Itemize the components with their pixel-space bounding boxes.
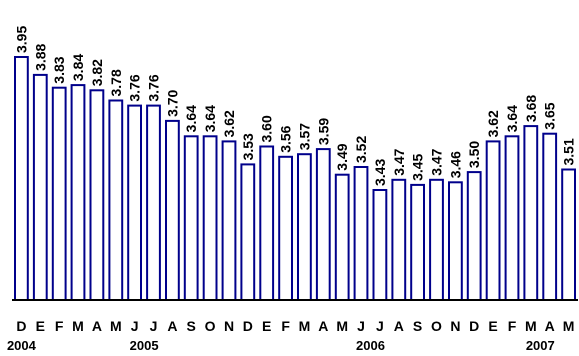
bar-value-label: 3.64: [183, 105, 199, 132]
bar: [523, 125, 539, 301]
month-tick-label: F: [281, 318, 290, 334]
bar-value-label: 3.46: [447, 151, 463, 178]
month-tick-label: S: [413, 318, 422, 334]
month-tick-label: E: [262, 318, 271, 334]
bar: [334, 173, 350, 301]
bar-value-label: 3.47: [429, 148, 445, 175]
month-tick-label: A: [92, 318, 102, 334]
month-tick-label: M: [525, 318, 537, 334]
bar-value-label: 3.95: [13, 26, 29, 53]
bar: [561, 168, 577, 301]
bar-value-label: 3.62: [485, 110, 501, 137]
bar: [240, 163, 256, 301]
month-tick-label: S: [187, 318, 196, 334]
bar-value-label: 3.53: [240, 133, 256, 160]
bar: [372, 189, 388, 301]
month-tick-label: J: [376, 318, 384, 334]
bar-value-label: 3.47: [391, 148, 407, 175]
month-tick-label: A: [545, 318, 555, 334]
bar: [221, 140, 237, 301]
bar-value-label: 3.65: [542, 102, 558, 129]
bar-value-label: 3.57: [296, 123, 312, 150]
bar: [183, 135, 199, 301]
month-tick-label: A: [394, 318, 404, 334]
month-tick-label: M: [110, 318, 122, 334]
bar: [504, 135, 520, 301]
bar-value-label: 3.56: [278, 125, 294, 152]
bar-value-label: 3.64: [202, 105, 218, 132]
bar: [259, 145, 275, 301]
bar-value-label: 3.64: [504, 105, 520, 132]
bar: [146, 104, 161, 301]
bar-value-label: 3.70: [164, 89, 180, 116]
month-tick-label: E: [488, 318, 497, 334]
bar: [32, 73, 48, 302]
month-tick-label: D: [16, 318, 26, 334]
month-tick-label: N: [224, 318, 234, 334]
value-labels-group: 3.953.88 3.83 3.84 3.82 3.78 3.76 3.763.703.64…: [13, 26, 576, 186]
bar-value-label: 3.68: [523, 95, 539, 122]
bar: [89, 89, 105, 301]
bar: [278, 155, 294, 301]
month-tick-label: O: [431, 318, 442, 334]
month-tick-label: E: [36, 318, 45, 334]
bar-value-label: 3.45: [410, 153, 426, 180]
month-tick-label: J: [357, 318, 365, 334]
bar-value-label: 3.88: [32, 43, 48, 70]
month-tick-label: F: [508, 318, 517, 334]
bars-group: [14, 56, 577, 302]
month-tick-label: A: [167, 318, 177, 334]
bar: [14, 56, 29, 301]
bar: [202, 135, 218, 301]
bar-value-label: 3.76: [146, 74, 162, 101]
month-tick-label: N: [450, 318, 460, 334]
year-labels-group: 2004 2005 2006 2007: [7, 338, 555, 353]
bar-value-label: 3.82: [89, 59, 105, 86]
month-tick-label: D: [243, 318, 253, 334]
bar-value-label: 3.59: [315, 118, 331, 145]
bar: [315, 148, 331, 301]
bar: [297, 153, 312, 301]
bar-value-label: 3.76: [127, 74, 143, 101]
month-tick-label: J: [131, 318, 139, 334]
bar-value-label: 3.50: [466, 141, 482, 168]
month-tick-label: M: [299, 318, 311, 334]
bar: [410, 183, 426, 301]
bar: [165, 119, 180, 302]
bar: [485, 140, 501, 301]
bar: [353, 166, 369, 301]
bar: [429, 178, 444, 301]
bar: [51, 86, 67, 301]
bar: [448, 181, 463, 301]
bar-value-label: 3.52: [353, 136, 369, 163]
bar-value-label: 3.83: [51, 56, 67, 83]
bar: [127, 104, 142, 301]
month-tick-label: M: [72, 318, 84, 334]
bar-value-label: 3.43: [372, 159, 388, 186]
month-tick-label: M: [563, 318, 575, 334]
year-label: 2006: [356, 338, 385, 353]
bar-value-label: 3.62: [221, 110, 237, 137]
bar-value-label: 3.49: [334, 143, 350, 170]
year-label: 2005: [130, 338, 159, 353]
bar-value-label: 3.51: [561, 138, 577, 165]
bar-value-label: 3.84: [70, 54, 86, 81]
bar: [542, 132, 558, 301]
bar: [391, 178, 407, 301]
year-label: 2004: [7, 338, 37, 353]
bar-value-label: 3.60: [259, 115, 275, 142]
bar: [70, 84, 86, 301]
bar: [466, 171, 482, 302]
month-tick-label: F: [55, 318, 64, 334]
month-tick-label: O: [205, 318, 216, 334]
month-tick-label: M: [336, 318, 348, 334]
month-tick-label: A: [318, 318, 328, 334]
year-label: 2007: [526, 338, 555, 353]
bar-value-label: 3.78: [108, 69, 124, 96]
bar: [108, 99, 124, 301]
month-tick-label: J: [150, 318, 158, 334]
month-tick-label: D: [469, 318, 479, 334]
